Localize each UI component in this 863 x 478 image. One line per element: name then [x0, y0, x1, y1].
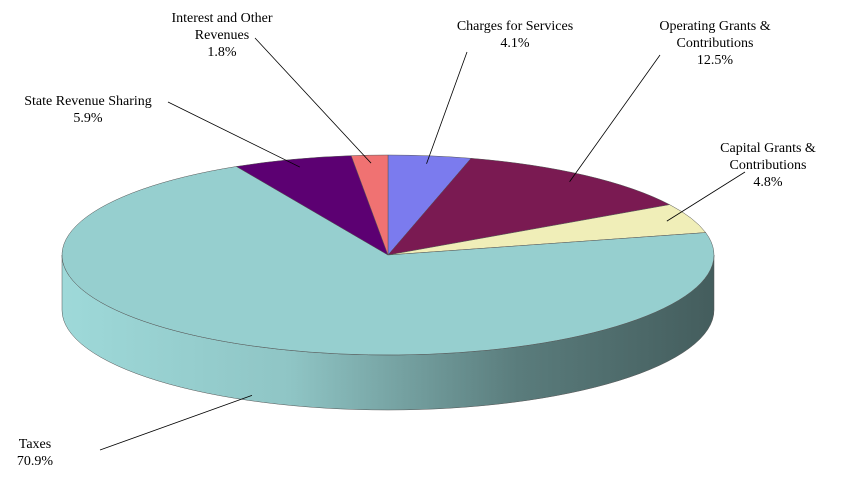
pie-slice: [350, 154, 389, 256]
slice-label: Taxes 70.9%: [5, 436, 65, 470]
pie-slice: [235, 155, 389, 256]
category-label: Capital Grants & Contributions: [720, 141, 816, 173]
leader-line: [666, 171, 746, 222]
value-label: 5.9%: [73, 111, 103, 126]
leader-line: [167, 101, 300, 168]
value-label: 4.1%: [500, 36, 530, 51]
category-label: Operating Grants & Contributions: [659, 19, 771, 51]
pie-slice: [61, 166, 715, 356]
slice-label: Interest and Other Revenues 1.8%: [157, 10, 287, 61]
slice-label: Charges for Services 4.1%: [425, 18, 605, 52]
category-label: Taxes: [18, 437, 52, 452]
value-label: 4.8%: [753, 175, 783, 190]
leader-line: [569, 54, 661, 183]
value-label: 70.9%: [16, 454, 54, 469]
leader-line: [99, 395, 253, 451]
leader-line: [254, 37, 372, 164]
value-label: 12.5%: [696, 53, 734, 68]
pie-slice: [387, 158, 671, 256]
slice-label: State Revenue Sharing 5.9%: [3, 93, 173, 127]
category-label: Interest and Other Revenues: [171, 11, 273, 43]
category-label: State Revenue Sharing: [24, 94, 152, 109]
leader-line: [426, 51, 468, 164]
value-label: 1.8%: [207, 45, 237, 60]
slice-label: Operating Grants & Contributions 12.5%: [640, 18, 790, 69]
slice-label: Capital Grants & Contributions 4.8%: [693, 140, 843, 191]
category-label: Charges for Services: [456, 19, 574, 34]
